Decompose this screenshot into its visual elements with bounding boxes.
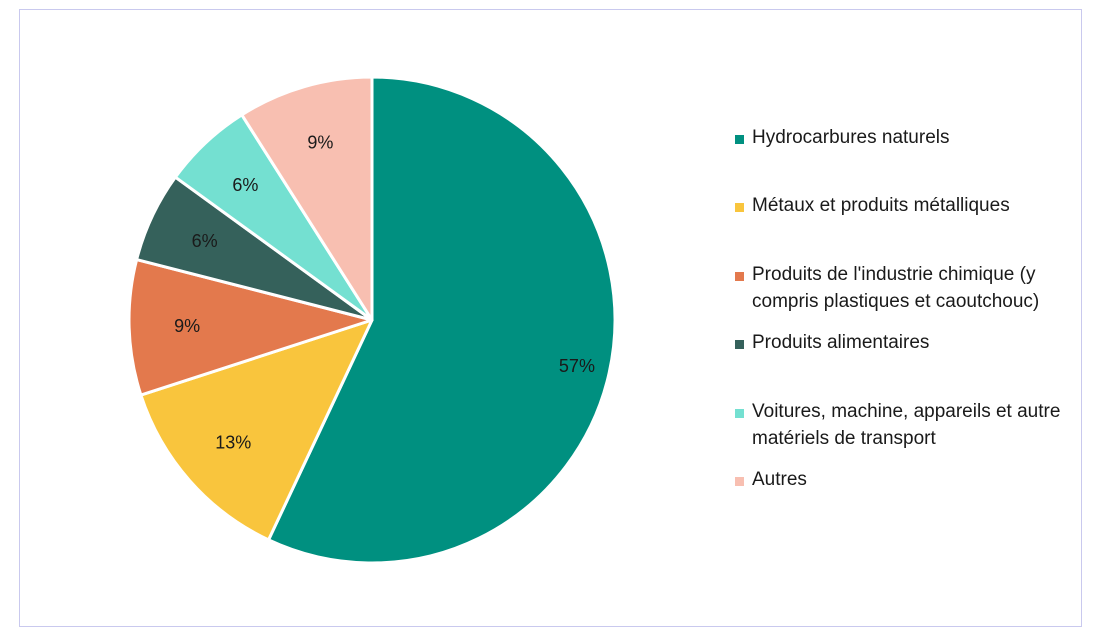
pie-data-label-5: 9% [307, 132, 333, 152]
pie-data-label-1: 13% [215, 432, 251, 452]
legend-label: Hydrocarbures naturels [752, 127, 950, 148]
legend-item-voitures: Voitures, machine, appareils et autre ma… [735, 401, 1072, 452]
legend-swatch [735, 135, 744, 144]
legend-item-metaux: Métaux et produits métalliques [735, 195, 1072, 219]
pie-data-label-0: 57% [559, 356, 595, 376]
pie-data-label-2: 9% [174, 316, 200, 336]
legend-item-chimique: Produits de l'industrie chimique (y comp… [735, 264, 1072, 315]
legend-item-hydrocarbures: Hydrocarbures naturels [735, 127, 1072, 151]
legend-swatch [735, 272, 744, 281]
pie-data-label-4: 6% [232, 175, 258, 195]
legend-item-alimentaires: Produits alimentaires [735, 332, 1072, 356]
legend-label: Voitures, machine, appareils et autre ma… [752, 401, 1061, 449]
legend-label: Produits de l'industrie chimique (y comp… [752, 264, 1040, 312]
legend-swatch [735, 477, 744, 486]
pie-slice-1 [139, 318, 374, 542]
pie-slice-0 [267, 75, 617, 565]
legend-swatch [735, 409, 744, 418]
pie-slice-2 [127, 258, 374, 397]
pie-data-label-3: 6% [192, 231, 218, 251]
legend-swatch [735, 203, 744, 212]
legend-item-autres: Autres [735, 469, 1072, 493]
legend-label: Autres [752, 469, 807, 490]
legend-label: Métaux et produits métalliques [752, 195, 1010, 216]
legend-label: Produits alimentaires [752, 332, 930, 353]
legend-swatch [735, 340, 744, 349]
pie-slice-5 [240, 75, 374, 322]
